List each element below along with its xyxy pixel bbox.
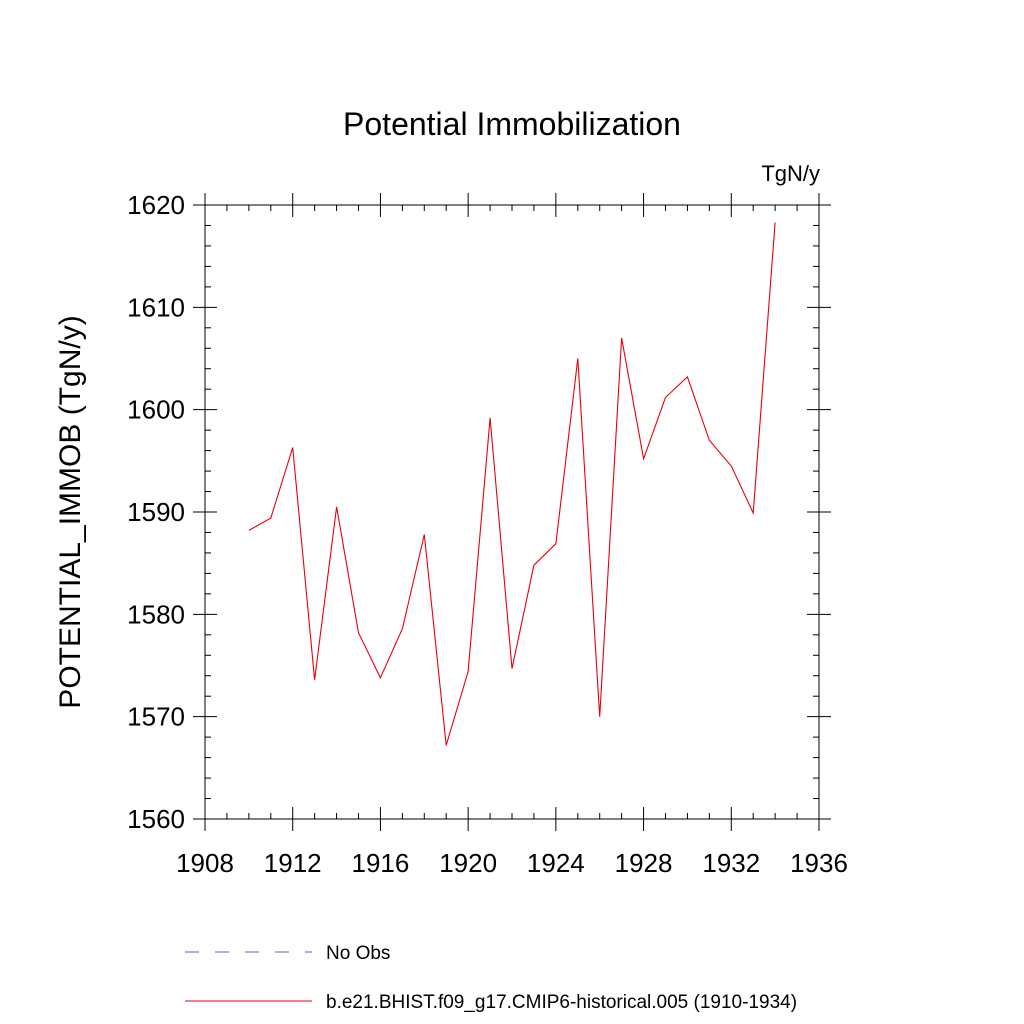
plot-frame: [204, 204, 820, 820]
legend-label: b.e21.BHIST.f09_g17.CMIP6-historical.005…: [326, 992, 797, 1013]
y-axis-label: POTENTIAL_IMMOB (TgN/y): [54, 315, 87, 708]
legend-label: No Obs: [326, 943, 390, 964]
y-tick-label: 1580: [127, 599, 185, 629]
y-tick-label: 1570: [127, 702, 185, 732]
x-tick-label: 1932: [702, 848, 760, 878]
chart-title: Potential Immobilization: [343, 106, 681, 142]
x-tick-label: 1936: [790, 848, 848, 878]
x-tick-label: 1924: [527, 848, 585, 878]
x-axis: 1908 1912 1916 1920 1924 1928 1932 1936: [176, 193, 848, 878]
y-tick-label: 1590: [127, 497, 185, 527]
y-axis: 1560 1570 1580 1590 1600 1610 1620: [127, 190, 831, 834]
legend: No Obs b.e21.BHIST.f09_g17.CMIP6-historic…: [185, 943, 797, 1013]
x-tick-label: 1908: [176, 848, 234, 878]
series-layer: [248, 222, 776, 746]
x-tick-label: 1928: [615, 848, 673, 878]
x-tick-label: 1912: [264, 848, 322, 878]
y-tick-label: 1620: [127, 190, 185, 220]
units-label: TgN/y: [761, 161, 820, 186]
y-tick-label: 1610: [127, 292, 185, 322]
y-tick-label: 1600: [127, 395, 185, 425]
series-line: [248, 222, 776, 746]
y-tick-label: 1560: [127, 804, 185, 834]
x-tick-label: 1920: [439, 848, 497, 878]
x-tick-label: 1916: [352, 848, 410, 878]
